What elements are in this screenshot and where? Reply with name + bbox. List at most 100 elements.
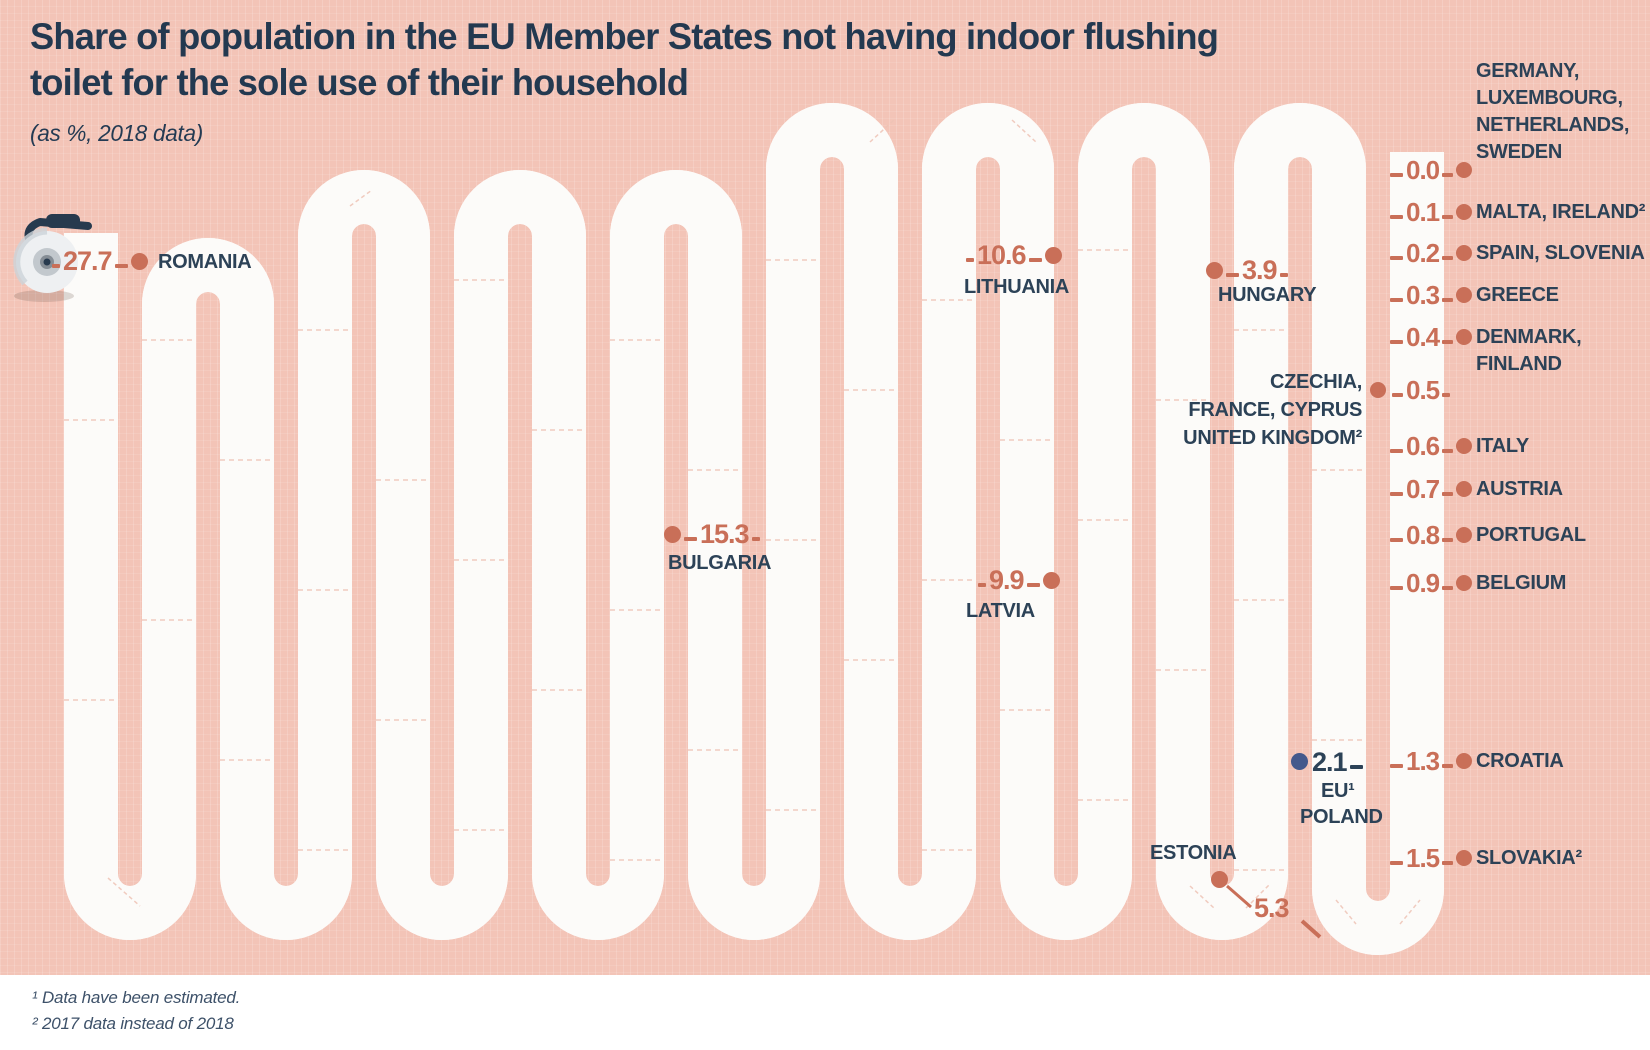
label-poland: POLAND — [1300, 806, 1383, 828]
estonia-connector — [1226, 884, 1322, 939]
tick-dash — [1390, 298, 1403, 302]
tick-dash — [1392, 393, 1403, 397]
tick-dash — [1279, 273, 1288, 277]
label-croatia: CROATIA — [1476, 750, 1564, 772]
label-estonia: ESTONIA — [1150, 842, 1237, 864]
datapoint-latvia: 9.9 — [978, 565, 1060, 595]
datapoint-croatia: 1.3 — [1390, 745, 1473, 776]
value-bulgaria: 15.3 — [700, 518, 750, 549]
value-0_2: 0.2 — [1406, 237, 1440, 268]
tick-dash — [1226, 273, 1239, 277]
tick-dash — [1442, 449, 1454, 453]
datapoint-eu-poland: 2.1 — [1312, 747, 1363, 777]
data-dot — [1456, 245, 1473, 261]
label-czechia-group: CZECHIA, FRANCE, CYPRUS UNITED KINGDOM² — [1134, 368, 1362, 452]
page-title-line1: Share of population in the EU Member Sta… — [30, 16, 1219, 57]
tick-dash — [1442, 492, 1454, 496]
tick-dash — [1390, 256, 1403, 260]
data-dot — [1456, 204, 1473, 220]
tick-dash — [1442, 340, 1454, 344]
value-croatia: 1.3 — [1406, 745, 1440, 776]
tick-dash — [1028, 258, 1042, 262]
tick-dash — [1390, 215, 1403, 219]
label-latvia: LATVIA — [966, 600, 1035, 622]
label-slovakia: SLOVAKIA² — [1476, 847, 1582, 869]
data-dot-0_5 — [1370, 382, 1386, 398]
tick-dash — [114, 264, 128, 268]
label-spain-slovenia: SPAIN, SLOVENIA — [1476, 242, 1645, 264]
label-portugal: PORTUGAL — [1476, 524, 1586, 546]
data-dot — [1456, 438, 1473, 454]
footnote-2: ² 2017 data instead of 2018 — [32, 1014, 234, 1033]
value-0_4: 0.4 — [1406, 321, 1440, 352]
tick-dash — [1390, 173, 1403, 177]
value-0_1: 0.1 — [1406, 196, 1440, 227]
tick-dash — [966, 258, 974, 262]
value-0_0: 0.0 — [1406, 154, 1440, 185]
scale-row-0_2: 0.2 — [1390, 237, 1473, 268]
datapoint-bulgaria: 15.3 — [664, 519, 760, 549]
value-eu-poland: 2.1 — [1312, 746, 1348, 777]
data-dot — [1042, 571, 1060, 589]
tick-dash — [1390, 586, 1403, 590]
value-estonia: 5.3 — [1254, 893, 1290, 923]
label-bulgaria: BULGARIA — [668, 552, 772, 574]
scale-row-0_8: 0.8 — [1390, 519, 1473, 550]
label-hungary: HUNGARY — [1218, 284, 1317, 306]
tick-dash — [751, 537, 760, 541]
toilet-roll-icon — [13, 214, 92, 302]
tick-dash — [1442, 256, 1454, 260]
tick-dash — [1442, 586, 1454, 590]
tick-dash — [1390, 861, 1403, 865]
label-denmark-finland: DENMARK, FINLAND — [1476, 324, 1582, 378]
data-dot — [1456, 850, 1473, 866]
label-eu: EU¹ — [1321, 780, 1355, 802]
paper-path — [64, 102, 1444, 956]
datapoint-romania: 27.7 — [52, 246, 148, 276]
label-line: NETHERLANDS, — [1476, 114, 1630, 136]
label-line: CZECHIA, — [1269, 371, 1362, 393]
tick-dash — [1026, 583, 1040, 587]
value-0_5: 0.5 — [1406, 374, 1440, 405]
perforation-marks — [64, 119, 1421, 925]
label-germany-group: GERMANY, LUXEMBOURG, NETHERLANDS, SWEDEN — [1476, 58, 1629, 166]
label-line: FINLAND — [1476, 353, 1562, 375]
data-dot — [1044, 246, 1062, 264]
value-slovakia: 1.5 — [1406, 842, 1440, 873]
value-lithuania: 10.6 — [977, 239, 1027, 270]
label-malta-ireland: MALTA, IRELAND² — [1476, 201, 1646, 223]
scale-row-0_3: 0.3 — [1390, 279, 1473, 310]
data-dot — [1456, 527, 1473, 543]
tick-dash — [1442, 173, 1454, 177]
data-dot — [664, 525, 681, 543]
scale-row-0_4: 0.4 — [1390, 321, 1473, 352]
data-dot — [1456, 329, 1473, 345]
value-0_8: 0.8 — [1406, 519, 1440, 550]
title-block: Share of population in the EU Member Sta… — [30, 14, 1219, 147]
scale-row-0_1: 0.1 — [1390, 196, 1473, 227]
value-0_3: 0.3 — [1406, 279, 1440, 310]
scale-row-0_5: 0.5 — [1392, 374, 1451, 405]
datapoint-slovakia: 1.5 — [1390, 842, 1473, 873]
tick-dash — [1390, 449, 1403, 453]
data-dot — [1206, 261, 1223, 279]
label-romania: ROMANIA — [158, 251, 252, 273]
data-dot — [130, 252, 148, 270]
data-dot — [1456, 481, 1473, 497]
tick-dash — [1390, 538, 1403, 542]
data-dot-estonia — [1211, 871, 1228, 888]
label-austria: AUSTRIA — [1476, 478, 1563, 500]
scale-row-0_9: 0.9 — [1390, 568, 1473, 598]
data-dot — [1456, 287, 1473, 303]
label-greece: GREECE — [1476, 284, 1559, 306]
value-hungary: 3.9 — [1242, 254, 1278, 285]
tick-dash — [1442, 215, 1454, 219]
tick-dash — [1442, 764, 1454, 768]
tick-dash — [684, 537, 697, 541]
tick-dash — [978, 583, 986, 587]
label-line: DENMARK, — [1476, 326, 1582, 348]
value-latvia: 9.9 — [989, 564, 1025, 595]
data-dot — [1456, 162, 1473, 178]
